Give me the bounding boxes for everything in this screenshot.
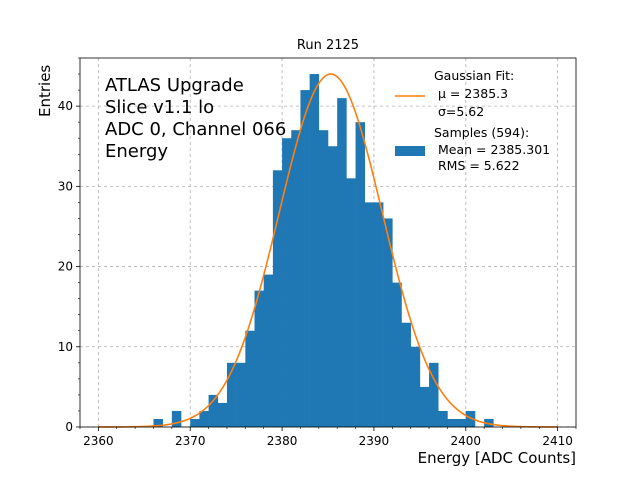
histogram-bar: [456, 418, 467, 427]
histogram-bar: [208, 394, 219, 427]
histogram-bar: [355, 122, 366, 427]
histogram-bar: [245, 330, 255, 427]
histogram-bar: [282, 138, 292, 427]
histogram-bar: [447, 418, 457, 427]
histogram-bar: [438, 410, 448, 427]
histogram-bar: [318, 130, 329, 427]
histogram-bar: [254, 290, 265, 427]
legend-fit-line-3: σ=5.62: [434, 104, 484, 119]
y-axis-label: Entries: [36, 65, 54, 117]
histogram-bar: [300, 90, 310, 427]
histogram-bar: [346, 178, 356, 427]
fit-curve: [98, 73, 558, 428]
histogram-bar: [226, 362, 237, 427]
histogram-bar: [272, 170, 283, 427]
histogram-bar: [171, 410, 182, 427]
legend-fit-line-2: μ = 2385.3: [434, 86, 508, 101]
histogram-bar: [373, 202, 384, 427]
annotation-block: ATLAS Upgrade Slice v1.1 lo ADC 0, Chann…: [105, 75, 286, 162]
histogram-bar: [337, 98, 347, 427]
histogram-bar: [419, 386, 430, 427]
histogram-bar: [410, 346, 421, 427]
histogram-bar: [199, 410, 209, 427]
histogram-bar: [153, 418, 163, 427]
gaussian-fit: [98, 73, 558, 428]
histogram-bar: [364, 202, 375, 427]
legend-samples-line-2: Mean = 2385.301: [434, 142, 550, 157]
histogram-bar: [236, 362, 246, 427]
x-axis-label: Energy [ADC Counts]: [418, 449, 576, 467]
histogram-bar: [190, 418, 200, 427]
y-tick-label: 30: [58, 179, 73, 193]
x-tick-label: 2380: [267, 434, 298, 448]
y-tick-label: 20: [58, 260, 73, 274]
legend: Gaussian Fit: μ = 2385.3 σ=5.62 Samples …: [395, 68, 550, 173]
x-tick-label: 2360: [83, 434, 114, 448]
legend-fit-line-1: Gaussian Fit:: [434, 68, 514, 83]
histogram-bar: [291, 130, 301, 427]
histogram-bar: [263, 274, 274, 427]
annotation-line-3: ADC 0, Channel 066: [105, 119, 286, 140]
legend-samples-line-3: RMS = 5.622: [434, 158, 520, 173]
histogram-bar: [465, 410, 476, 427]
annotation-line-4: Energy: [105, 141, 168, 162]
x-tick-label: 2370: [175, 434, 206, 448]
x-tick-label: 2390: [359, 434, 390, 448]
histogram-bar: [328, 146, 338, 427]
x-tick-label: 2410: [542, 434, 573, 448]
y-tick-label: 40: [58, 99, 73, 113]
histogram-bars: [153, 74, 494, 427]
annotation-line-2: Slice v1.1 lo: [105, 97, 214, 118]
axis-ticks: 2360 2370 2380 2390 2400 2410 0 10 20 30 40: [58, 57, 577, 448]
histogram-bar: [392, 282, 402, 427]
plot-frame: [79, 57, 577, 428]
y-tick-label: 10: [58, 340, 73, 354]
annotation-line-1: ATLAS Upgrade: [105, 75, 244, 96]
histogram-bar: [401, 322, 411, 427]
histogram-bar: [429, 362, 439, 427]
legend-samples-swatch: [395, 146, 425, 156]
y-tick-label: 0: [65, 420, 73, 434]
chart-title: Run 2125: [297, 38, 359, 53]
legend-samples-line-1: Samples (594):: [434, 125, 529, 140]
x-tick-label: 2400: [451, 434, 482, 448]
histogram-bar: [309, 74, 320, 427]
histogram-bar: [217, 402, 228, 427]
histogram-bar: [383, 218, 393, 427]
